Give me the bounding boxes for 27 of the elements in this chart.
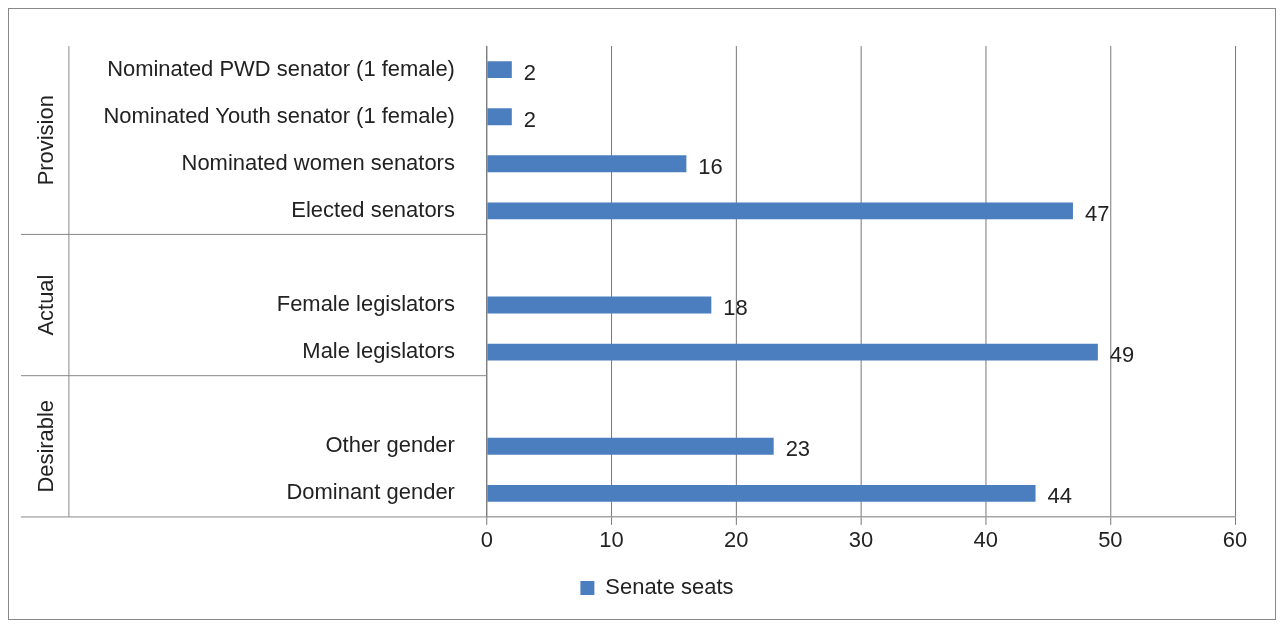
y-tick-label: Nominated Youth senator (1 female): [103, 102, 455, 128]
x-tick-label: 50: [1098, 527, 1123, 553]
x-tick-label: 20: [724, 527, 749, 553]
y-tick-label: Elected senators: [291, 196, 455, 222]
x-tick-label: 10: [599, 527, 624, 553]
y-tick-label: Female legislators: [276, 291, 455, 317]
y-tick-label: Male legislators: [302, 338, 455, 364]
data-label: 49: [1109, 342, 1135, 368]
y-tick-label: Nominated women senators: [181, 149, 455, 175]
data-label: 23: [785, 436, 811, 462]
data-label: 44: [1047, 483, 1072, 509]
x-tick-label: 0: [480, 527, 493, 553]
data-label: 2: [523, 59, 536, 85]
y-tick-label: Other gender: [325, 432, 455, 458]
text: Actual: [32, 274, 58, 336]
x-tick-label: 60: [1222, 527, 1248, 553]
y-tick-label: Nominated PWD senator (1 female): [107, 55, 455, 81]
data-label: 47: [1084, 200, 1110, 226]
text: Provision: [32, 95, 58, 186]
data-label: 18: [723, 295, 748, 321]
y-tick-label: Dominant gender: [286, 479, 455, 505]
data-label: 2: [523, 106, 536, 132]
text: Desirable: [32, 400, 58, 493]
data-label: 16: [698, 153, 723, 179]
x-tick-label: 40: [973, 527, 998, 553]
x-tick-label: 30: [848, 527, 874, 553]
legend-label: Senate seats: [605, 574, 734, 600]
